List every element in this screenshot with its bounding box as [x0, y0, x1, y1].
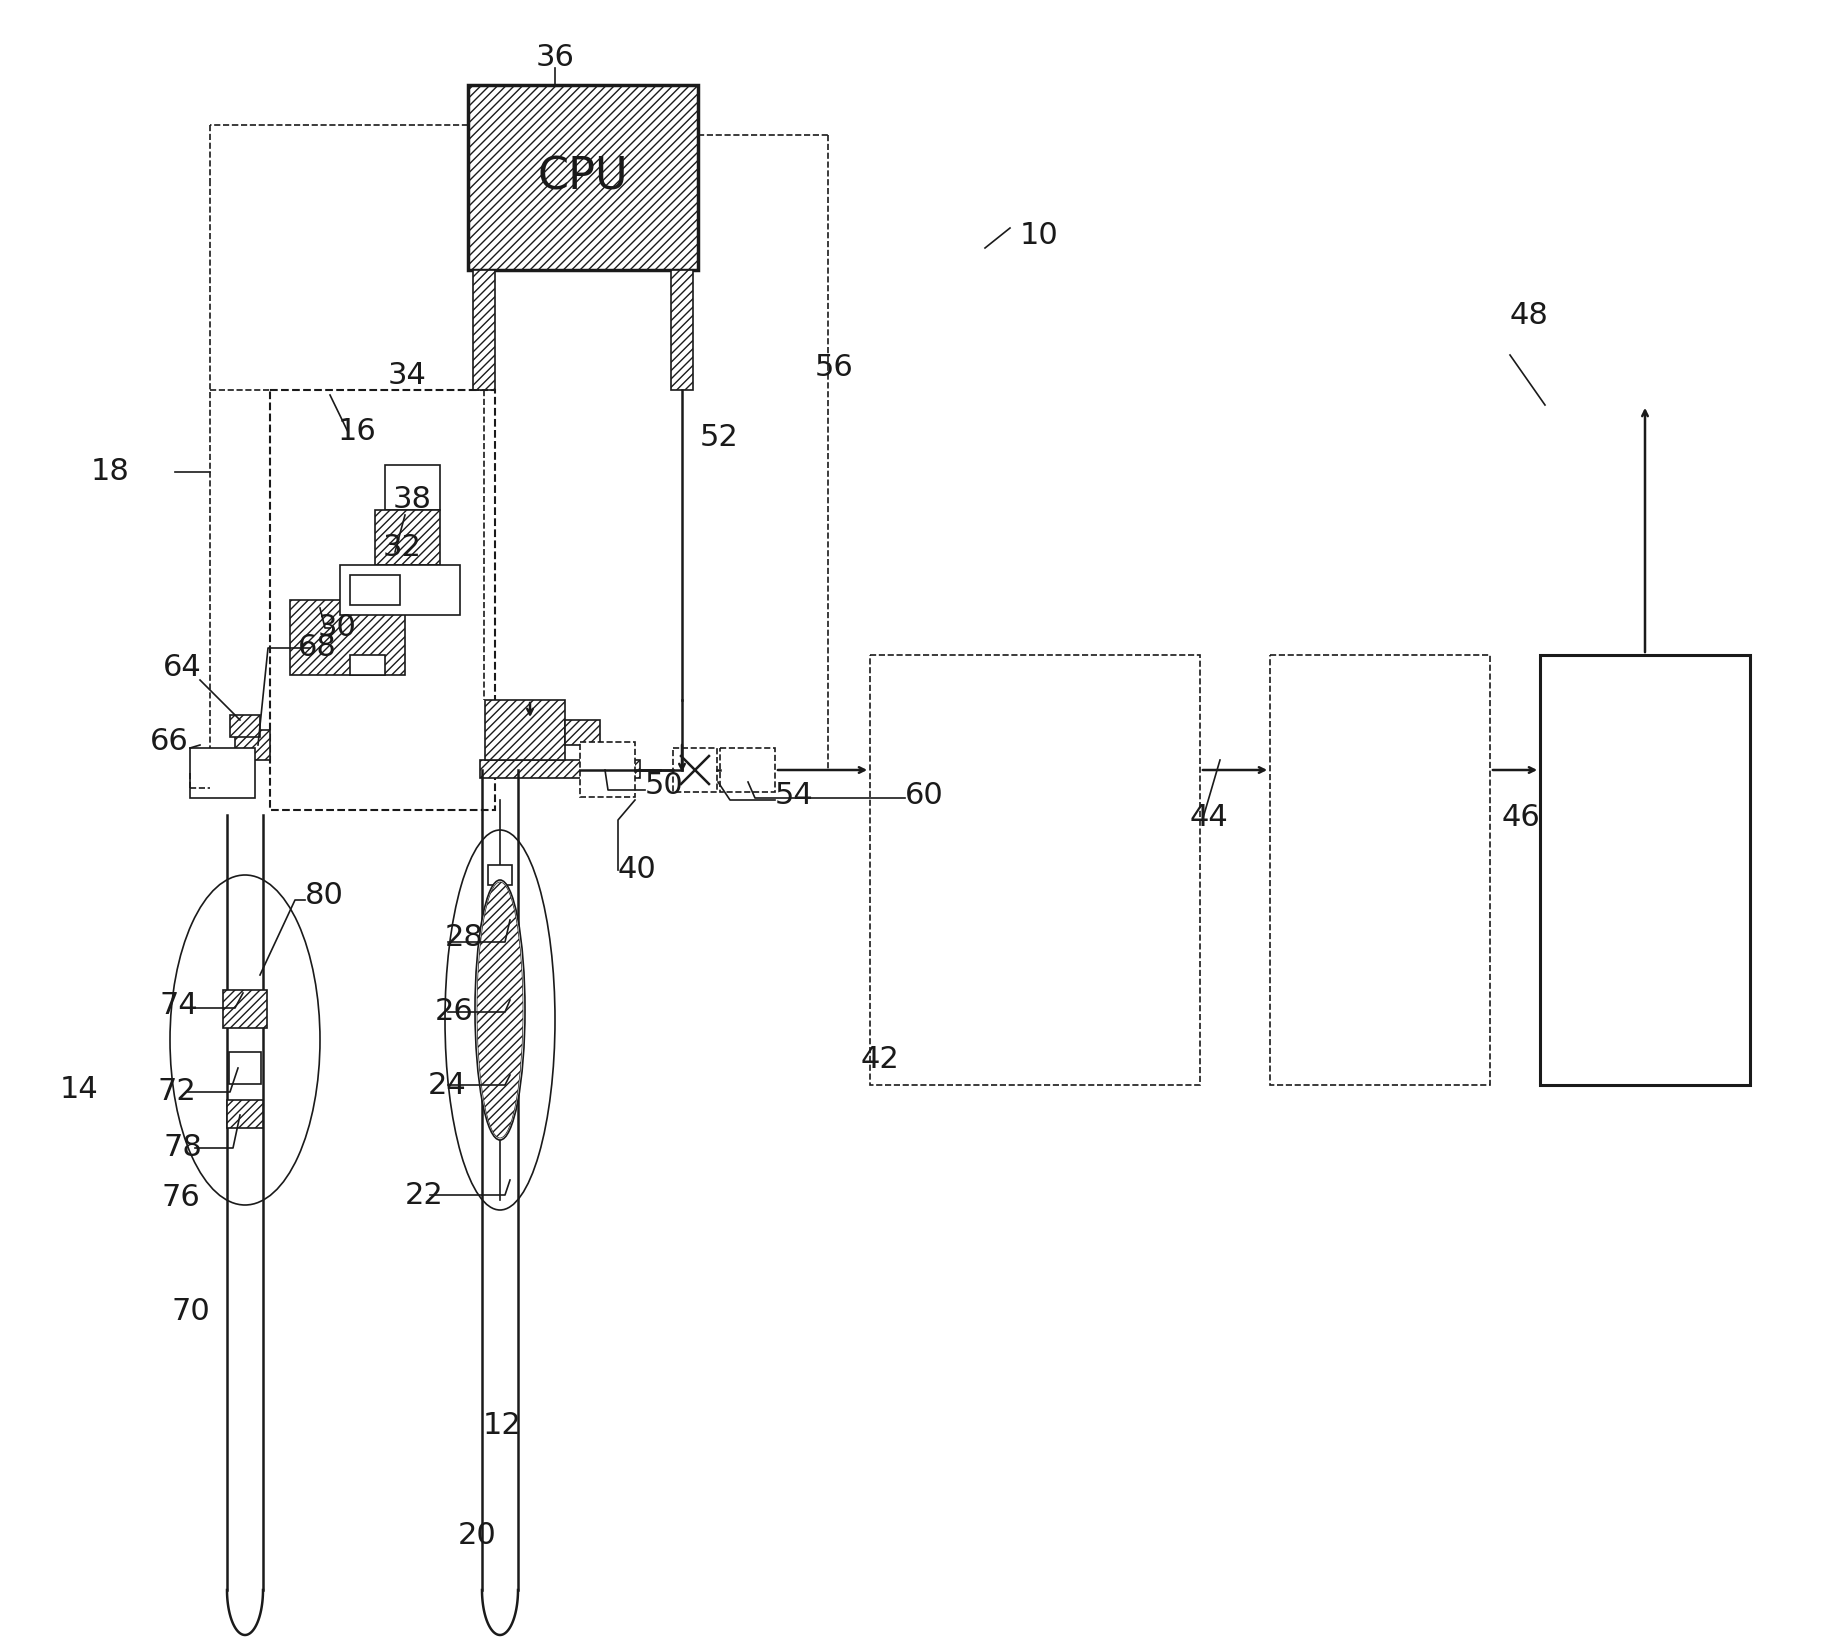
Text: 26: 26: [435, 998, 474, 1027]
Text: 36: 36: [536, 44, 575, 72]
Bar: [270, 391, 496, 811]
Bar: [468, 85, 698, 271]
Text: 22: 22: [406, 1180, 444, 1209]
Bar: [230, 715, 261, 737]
Text: 44: 44: [1190, 804, 1228, 832]
Text: 14: 14: [59, 1075, 97, 1104]
Text: 46: 46: [1502, 804, 1540, 832]
Bar: [479, 760, 641, 778]
Text: 18: 18: [92, 458, 130, 486]
Text: 52: 52: [700, 423, 738, 453]
Bar: [235, 730, 270, 760]
Bar: [351, 574, 400, 606]
Text: 80: 80: [305, 881, 343, 909]
Bar: [230, 1052, 261, 1085]
Text: 64: 64: [163, 653, 202, 683]
Text: 30: 30: [318, 614, 356, 643]
Bar: [290, 601, 406, 674]
Bar: [488, 865, 512, 884]
Bar: [189, 748, 255, 798]
Text: 48: 48: [1509, 300, 1550, 330]
Bar: [674, 748, 718, 793]
Text: 74: 74: [160, 991, 198, 1019]
Bar: [222, 990, 266, 1027]
Text: 50: 50: [644, 771, 683, 799]
Bar: [228, 1099, 263, 1127]
Text: 72: 72: [158, 1078, 196, 1106]
Text: 40: 40: [619, 855, 657, 884]
Text: 66: 66: [151, 727, 189, 757]
Text: 32: 32: [384, 533, 422, 563]
Text: 12: 12: [483, 1411, 521, 1439]
Text: 34: 34: [387, 361, 428, 389]
Text: 20: 20: [457, 1521, 498, 1549]
Text: 10: 10: [1021, 220, 1059, 249]
Text: CPU: CPU: [538, 156, 628, 199]
Text: 16: 16: [338, 417, 376, 446]
Bar: [1540, 655, 1750, 1085]
Bar: [580, 742, 635, 798]
Ellipse shape: [476, 880, 525, 1140]
Text: 42: 42: [861, 1045, 900, 1075]
Text: 56: 56: [815, 353, 854, 382]
Text: 60: 60: [905, 781, 944, 809]
Text: 70: 70: [173, 1298, 211, 1326]
Bar: [386, 464, 441, 510]
Text: 78: 78: [163, 1134, 202, 1162]
Bar: [1271, 655, 1491, 1085]
Bar: [375, 510, 441, 565]
Bar: [474, 271, 496, 391]
Text: 38: 38: [393, 486, 431, 515]
Text: 28: 28: [444, 924, 485, 952]
Text: 24: 24: [428, 1070, 466, 1099]
Text: 54: 54: [775, 781, 813, 809]
Bar: [870, 655, 1201, 1085]
Bar: [351, 655, 386, 674]
Bar: [565, 720, 600, 745]
Bar: [670, 271, 692, 391]
Bar: [485, 701, 565, 760]
Bar: [340, 565, 461, 615]
Bar: [720, 748, 775, 793]
Text: 68: 68: [297, 633, 336, 663]
Text: 76: 76: [162, 1183, 200, 1213]
